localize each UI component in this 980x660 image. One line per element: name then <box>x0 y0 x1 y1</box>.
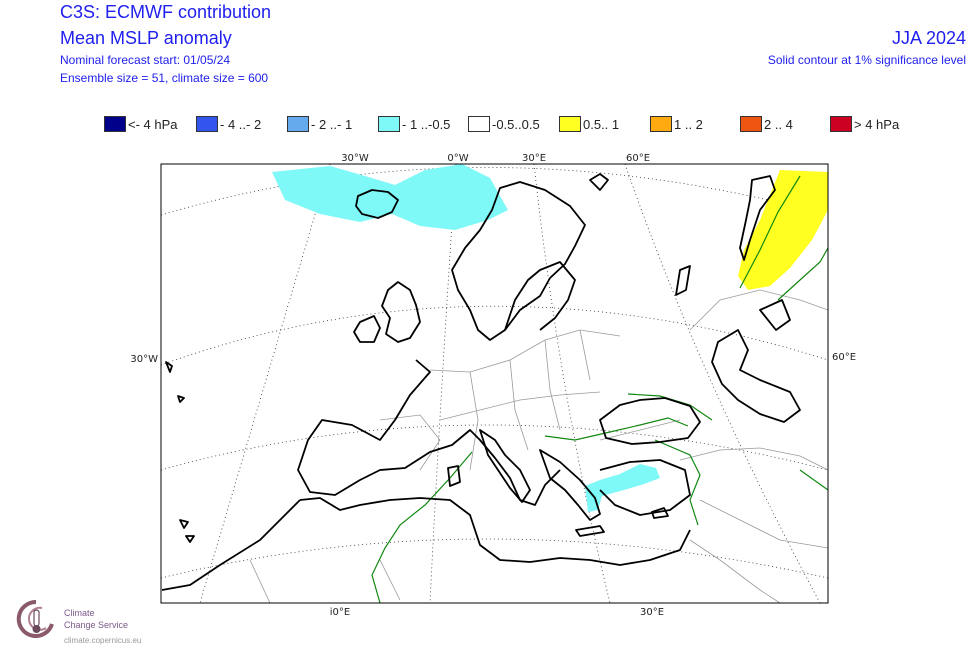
axis-label-left: 30°W <box>130 354 158 365</box>
country-borders <box>249 289 828 603</box>
season-label: JJA 2024 <box>891 28 966 48</box>
logo-url: climate.copernicus.eu <box>64 636 142 645</box>
legend-swatch <box>650 116 672 132</box>
negative-anomaly-area <box>272 164 508 230</box>
legend-label: - 1 ..-0.5 <box>402 117 451 132</box>
sardinia-coast <box>447 465 461 487</box>
thermometer-icon <box>16 599 54 638</box>
legend-swatch <box>196 116 218 132</box>
turkey-coast <box>599 459 691 516</box>
balkan-coast <box>539 449 601 521</box>
legend-swatch <box>104 116 126 132</box>
coastlines <box>161 173 801 591</box>
black-sea-coast <box>599 397 701 445</box>
legend-swatch <box>740 116 762 132</box>
ireland-coast <box>353 315 381 343</box>
legend-swatch <box>378 116 400 132</box>
forecast-start: Nominal forecast start: 01/05/24 <box>60 53 231 67</box>
axis-label-right: 60°E <box>832 352 856 363</box>
scandinavia-coast <box>451 181 586 341</box>
legend-label: 1 .. 2 <box>674 117 703 132</box>
caspian-coast <box>711 329 801 423</box>
legend-label: 0.5.. 1 <box>583 117 620 132</box>
legend-swatch <box>287 116 309 132</box>
logo-text: Change Service <box>64 620 129 630</box>
legend-label: > 4 hPa <box>854 117 900 132</box>
variable-title: Mean MSLP anomaly <box>60 28 232 48</box>
europe-west-coast <box>297 359 561 506</box>
legend-label: - 4 ..- 2 <box>220 117 262 132</box>
legend-label: 2 .. 4 <box>764 117 793 132</box>
map-background <box>161 164 828 603</box>
map-frame <box>160 163 829 604</box>
british-isles-coast <box>381 281 421 343</box>
novaya-zemlya-coast <box>739 175 776 261</box>
ensemble-size: Ensemble size = 51, climate size = 600 <box>60 71 269 85</box>
significance-note: Solid contour at 1% significance level <box>767 53 966 67</box>
crete-coast <box>575 525 605 537</box>
positive-anomaly-area <box>738 170 828 290</box>
iceland-coast <box>355 189 399 219</box>
axis-label-bottom: ⅰ0°E <box>330 607 350 618</box>
caucasus-coast <box>675 265 691 296</box>
copernicus-logo: Climate Change Service climate.copernicu… <box>16 598 156 654</box>
axis-label-bottom: 30°E <box>640 607 664 618</box>
product-title: C3S: ECMWF contribution <box>60 2 272 22</box>
legend-label: - 2 ..- 1 <box>311 117 353 132</box>
legend-label: -0.5..0.5 <box>492 117 540 132</box>
africa-west-coast <box>161 499 301 591</box>
legend-label: <- 4 hPa <box>128 117 178 132</box>
axis-label-top: 0°W <box>447 153 468 164</box>
graticule <box>161 164 828 603</box>
logo-text: Climate <box>64 608 95 618</box>
legend-swatch <box>830 116 852 132</box>
axis-label-top: 30°E <box>522 153 546 164</box>
baltic-coast <box>504 261 576 331</box>
negative-anomaly-area <box>585 464 660 512</box>
italy-coast <box>479 429 531 503</box>
north-africa-coast <box>299 497 691 566</box>
svalbard-coast <box>589 173 609 191</box>
legend-swatch <box>559 116 581 132</box>
axis-label-top: 60°E <box>626 153 650 164</box>
axis-label-top: 30°W <box>341 153 369 164</box>
legend-swatch <box>468 116 490 132</box>
cyprus-coast <box>651 507 669 519</box>
